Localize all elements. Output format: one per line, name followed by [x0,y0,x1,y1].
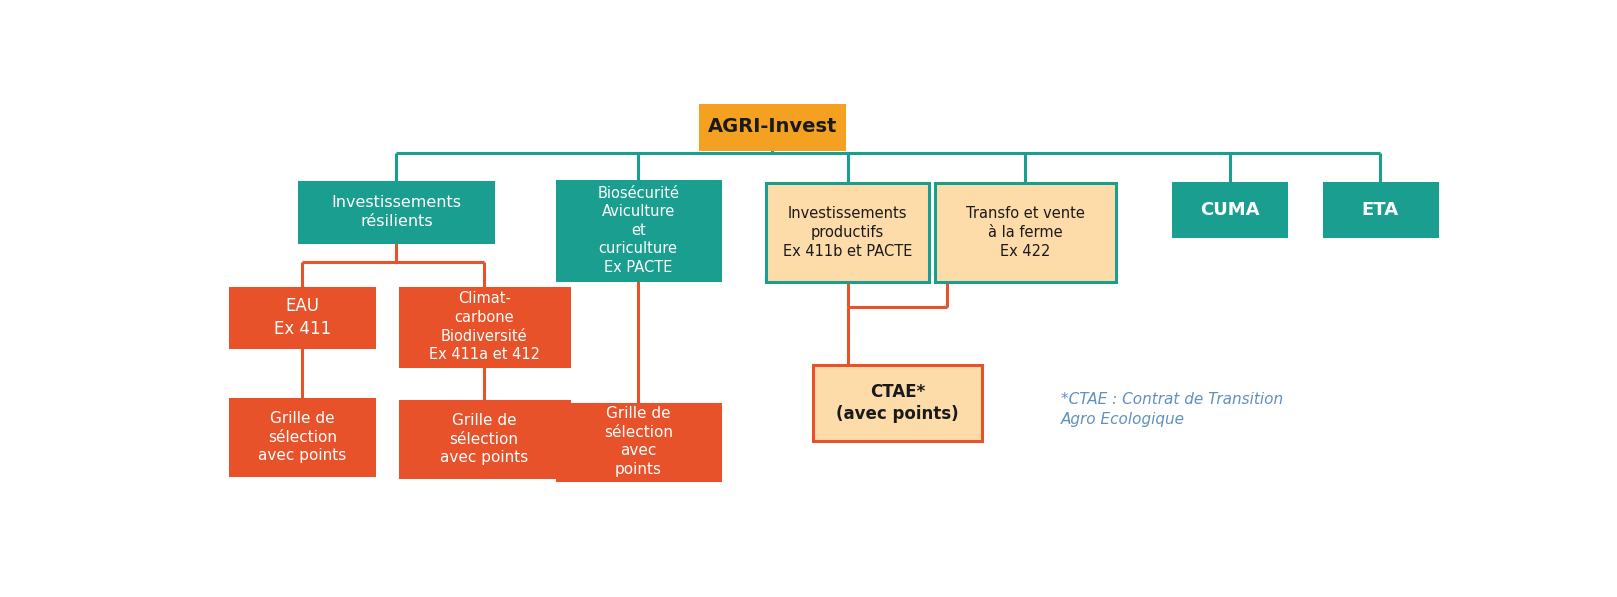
Text: CUMA: CUMA [1200,201,1260,219]
FancyBboxPatch shape [935,183,1116,282]
FancyBboxPatch shape [813,365,982,441]
Text: Biosécurité
Aviculture
et
curiculture
Ex PACTE: Biosécurité Aviculture et curiculture Ex… [597,186,679,275]
FancyBboxPatch shape [230,399,375,475]
Text: Grille de
sélection
avec points: Grille de sélection avec points [259,411,346,463]
FancyBboxPatch shape [399,288,569,366]
Text: Investissements
productifs
Ex 411b et PACTE: Investissements productifs Ex 411b et PA… [783,207,912,259]
Text: Climat-
carbone
Biodiversité
Ex 411a et 412: Climat- carbone Biodiversité Ex 411a et … [429,291,540,362]
FancyBboxPatch shape [1174,183,1286,236]
Text: Grille de
sélection
avec
points: Grille de sélection avec points [603,407,673,477]
FancyBboxPatch shape [700,105,844,149]
Text: Grille de
sélection
avec points: Grille de sélection avec points [440,413,529,466]
Text: Investissements
résilients: Investissements résilients [331,195,461,229]
Text: EAU
Ex 411: EAU Ex 411 [273,297,331,338]
Text: CTAE*
(avec points): CTAE* (avec points) [836,383,959,423]
FancyBboxPatch shape [556,181,720,279]
FancyBboxPatch shape [766,183,930,282]
Text: *CTAE : Contrat de Transition
Agro Ecologique: *CTAE : Contrat de Transition Agro Ecolo… [1061,392,1282,427]
FancyBboxPatch shape [1324,183,1436,236]
Text: ETA: ETA [1362,201,1399,219]
FancyBboxPatch shape [299,182,493,242]
FancyBboxPatch shape [230,288,375,347]
FancyBboxPatch shape [556,404,720,479]
Text: Transfo et vente
à la ferme
Ex 422: Transfo et vente à la ferme Ex 422 [965,207,1085,259]
FancyBboxPatch shape [399,401,569,478]
Text: AGRI-Invest: AGRI-Invest [708,117,838,136]
